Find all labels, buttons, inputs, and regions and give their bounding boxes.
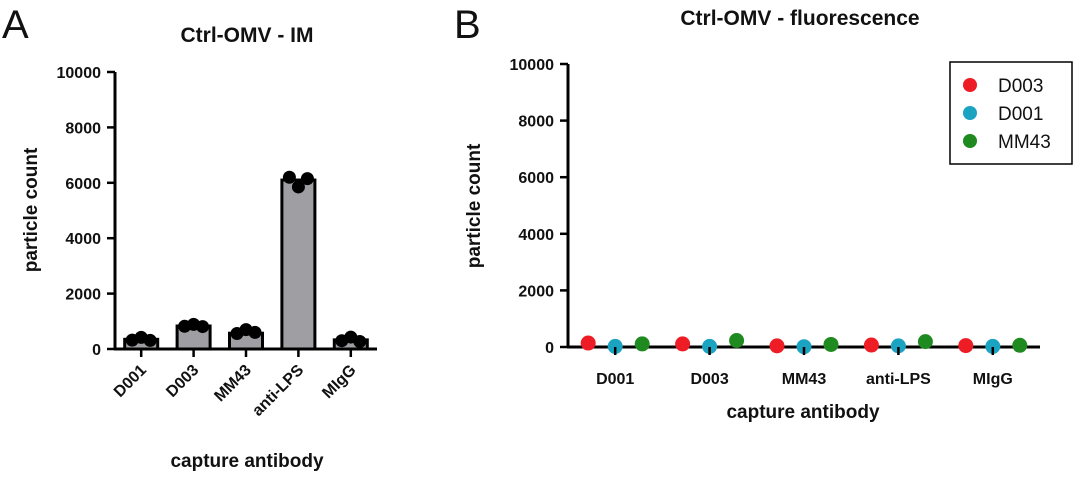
- y-tick-label: 0: [545, 340, 554, 357]
- chart-title: Ctrl-OMV - fluorescence: [680, 7, 919, 30]
- y-axis-ticks: 0 2000 4000 6000 8000 10000: [57, 65, 115, 359]
- y-tick-label: 2000: [65, 287, 101, 304]
- data-point-mm43: [634, 336, 650, 352]
- data-point-d003: [675, 336, 691, 352]
- y-tick-label: 6000: [518, 170, 554, 187]
- bar-anti-lps: [280, 178, 317, 351]
- data-point-mm43: [917, 334, 933, 350]
- data-point: [143, 333, 157, 347]
- data-point-mm43: [823, 336, 839, 352]
- data-point: [282, 170, 296, 184]
- data-point: [300, 172, 314, 186]
- legend-marker-d001: [963, 106, 977, 120]
- panel-a: A Ctrl-OMV - IM particle count capture a…: [2, 3, 377, 472]
- legend-label: D001: [998, 104, 1043, 125]
- y-axis-ticks: 0 2000 4000 6000 8000 10000: [510, 57, 568, 357]
- legend-label: MM43: [998, 132, 1051, 153]
- legend-entries: D003 D001 MM43: [963, 76, 1051, 153]
- y-tick-label: 8000: [65, 120, 101, 137]
- x-tick-label: MIgG: [973, 371, 1013, 388]
- data-point-d003: [769, 338, 785, 354]
- panel-letter-a: A: [2, 3, 29, 47]
- x-tick-label: anti-LPS: [866, 371, 931, 388]
- y-tick-label: 10000: [57, 65, 102, 82]
- legend-marker-d003: [963, 78, 977, 92]
- x-tick-label: D003: [163, 362, 202, 401]
- data-point: [248, 325, 262, 339]
- data-points: [580, 332, 1028, 355]
- data-point-mm43: [1012, 337, 1028, 353]
- y-tick-label: 6000: [65, 176, 101, 193]
- x-tick-label: MIgG: [319, 362, 359, 402]
- legend-marker-mm43: [963, 134, 977, 148]
- data-points: [125, 170, 367, 349]
- y-tick-label: 10000: [510, 57, 555, 74]
- y-axis-label: particle count: [464, 143, 485, 268]
- data-point: [291, 180, 305, 194]
- x-tick-label: D003: [690, 371, 728, 388]
- y-tick-label: 4000: [518, 227, 554, 244]
- data-point-d003: [958, 338, 974, 354]
- x-tick-label: anti-LPS: [249, 362, 307, 420]
- data-point-d001: [985, 338, 1001, 354]
- panel-letter-b: B: [454, 3, 481, 47]
- y-tick-label: 0: [92, 342, 101, 359]
- data-point: [196, 320, 210, 334]
- data-point-d001: [702, 338, 718, 354]
- data-point-d001: [890, 338, 906, 354]
- data-point-mm43: [729, 332, 745, 348]
- y-tick-label: 2000: [518, 283, 554, 300]
- x-tick-label: D001: [596, 371, 634, 388]
- y-axis-label: particle count: [21, 147, 42, 272]
- legend-label: D003: [998, 76, 1043, 97]
- legend: D003 D001 MM43: [949, 61, 1073, 165]
- panel-b: B Ctrl-OMV - fluorescence particle count…: [454, 3, 1073, 423]
- y-tick-label: 8000: [518, 114, 554, 131]
- y-tick-label: 4000: [65, 231, 101, 248]
- data-point-d001: [607, 338, 623, 354]
- x-tick-label: MM43: [782, 371, 827, 388]
- x-axis-ticks: D001 D003 MM43 anti-LPS MIgG: [596, 347, 1013, 388]
- data-point: [353, 335, 367, 349]
- data-point-d003: [863, 337, 879, 353]
- x-axis-label: capture antibody: [726, 402, 880, 423]
- data-point-d003: [580, 335, 596, 351]
- x-tick-label: MM43: [211, 362, 255, 406]
- x-axis-label: capture antibody: [170, 451, 324, 472]
- data-point-d001: [796, 339, 812, 355]
- x-tick-label: D001: [111, 362, 150, 401]
- chart-title: Ctrl-OMV - IM: [181, 24, 314, 47]
